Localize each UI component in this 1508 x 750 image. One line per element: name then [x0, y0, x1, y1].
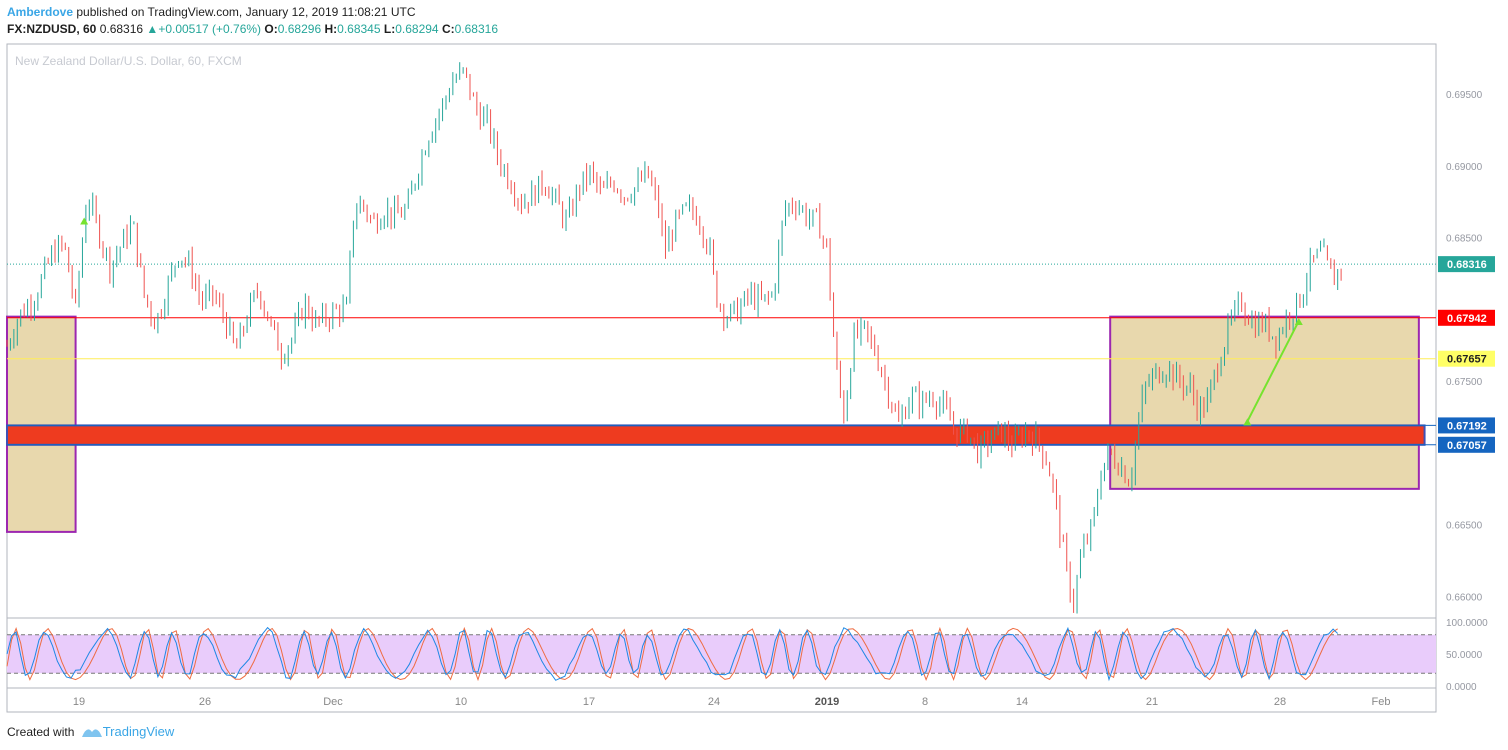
- open-label: O:: [264, 22, 278, 36]
- ohlc-line: FX:NZDUSD, 60 0.68316 ▲+0.00517 (+0.76%)…: [7, 22, 498, 36]
- price-label-box: [1438, 436, 1495, 453]
- time-tick-label: 2019: [815, 696, 839, 708]
- oscillator-tick-label: 50.0000: [1446, 650, 1483, 661]
- price-axis[interactable]: 0.69500 0.69000 0.68500 0.67942 0.67500 0.670…: [1438, 90, 1495, 603]
- price-label-text: 0.68316: [1447, 259, 1487, 271]
- tradingview-logo-icon: [81, 729, 102, 737]
- price-tick-label: 0.68500: [1446, 234, 1483, 245]
- footer: Created with TradingView: [7, 724, 174, 739]
- time-axis[interactable]: 19 26 Dec 10 17 24 2019 8 14 21 28 Feb: [73, 696, 1391, 708]
- price-label-box: [1438, 309, 1495, 326]
- price-label-box: [1438, 350, 1495, 367]
- stoch-d-line: [6, 626, 1338, 682]
- price-tick-label: 0.66500: [1446, 521, 1483, 532]
- tradingview-brand[interactable]: TradingView: [102, 724, 175, 739]
- low-value: 0.68294: [395, 22, 439, 36]
- change-value: +0.00517 (+0.76%): [158, 22, 262, 36]
- stoch-k-line: [6, 626, 1339, 682]
- time-tick-label: Dec: [323, 696, 343, 708]
- oscillator-band: [7, 634, 1436, 674]
- price-label-text: 0.67942: [1447, 313, 1487, 325]
- price-label-box: [1438, 256, 1495, 273]
- high-value: 0.68345: [337, 22, 381, 36]
- candles: [6, 62, 1342, 614]
- time-tick-label: 26: [199, 696, 211, 708]
- symbol-label: FX:NZDUSD, 60: [7, 22, 97, 36]
- time-tick-label: 8: [922, 696, 928, 708]
- time-tick-label: 24: [708, 696, 720, 708]
- close-value: 0.68316: [454, 22, 499, 36]
- oscillator-tick-label: 0.0000: [1446, 682, 1477, 693]
- author-name[interactable]: Amberdove: [7, 5, 74, 19]
- created-with-text: Created with: [7, 725, 75, 739]
- last-price: 0.68316: [99, 22, 144, 36]
- published-text: published on TradingView.com, January 12…: [76, 5, 416, 19]
- horizontal-lines: [7, 263, 1436, 446]
- low-label: L:: [383, 22, 396, 36]
- price-label-text: 0.67057: [1447, 440, 1487, 452]
- time-tick-label: 10: [455, 696, 467, 708]
- price-label-box: [1438, 417, 1495, 434]
- price-label-text: 0.67657: [1447, 354, 1487, 366]
- support-band: [6, 424, 1426, 446]
- price-tick-label: 0.69500: [1446, 90, 1483, 101]
- zone-box-1: [1109, 315, 1420, 490]
- chart-watermark: New Zealand Dollar/U.S. Dollar, 60, FXCM: [15, 54, 242, 68]
- price-tick-label: 0.69000: [1446, 162, 1483, 173]
- open-value: 0.68296: [277, 22, 322, 36]
- trend-arrow-line: [1246, 320, 1300, 422]
- time-tick-label: 14: [1016, 696, 1028, 708]
- zone-box-0: [6, 315, 77, 533]
- green-triangle-marker: [1294, 317, 1303, 325]
- time-tick-label: Feb: [1372, 696, 1391, 708]
- green-triangle-marker: [80, 217, 89, 225]
- publish-line: Amberdove published on TradingView.com, …: [7, 5, 415, 19]
- oscillator-tick-label: 100.0000: [1446, 618, 1488, 629]
- price-tick-label: 0.66000: [1446, 592, 1483, 603]
- time-tick-label: 21: [1146, 696, 1158, 708]
- up-triangle-icon: ▲: [146, 22, 159, 36]
- time-tick-label: 28: [1274, 696, 1286, 708]
- price-tick-label: 0.67500: [1446, 377, 1483, 388]
- green-triangle-marker: [1243, 418, 1252, 426]
- time-tick-label: 19: [73, 696, 85, 708]
- price-label-text: 0.67192: [1447, 420, 1487, 432]
- zone-layer: [6, 315, 1426, 533]
- time-tick-label: 17: [583, 696, 595, 708]
- high-label: H:: [324, 22, 338, 36]
- drawings: [80, 217, 1303, 426]
- stochastic-oscillator: 100.0000 50.0000 0.0000: [6, 618, 1488, 693]
- close-label: C:: [441, 22, 455, 36]
